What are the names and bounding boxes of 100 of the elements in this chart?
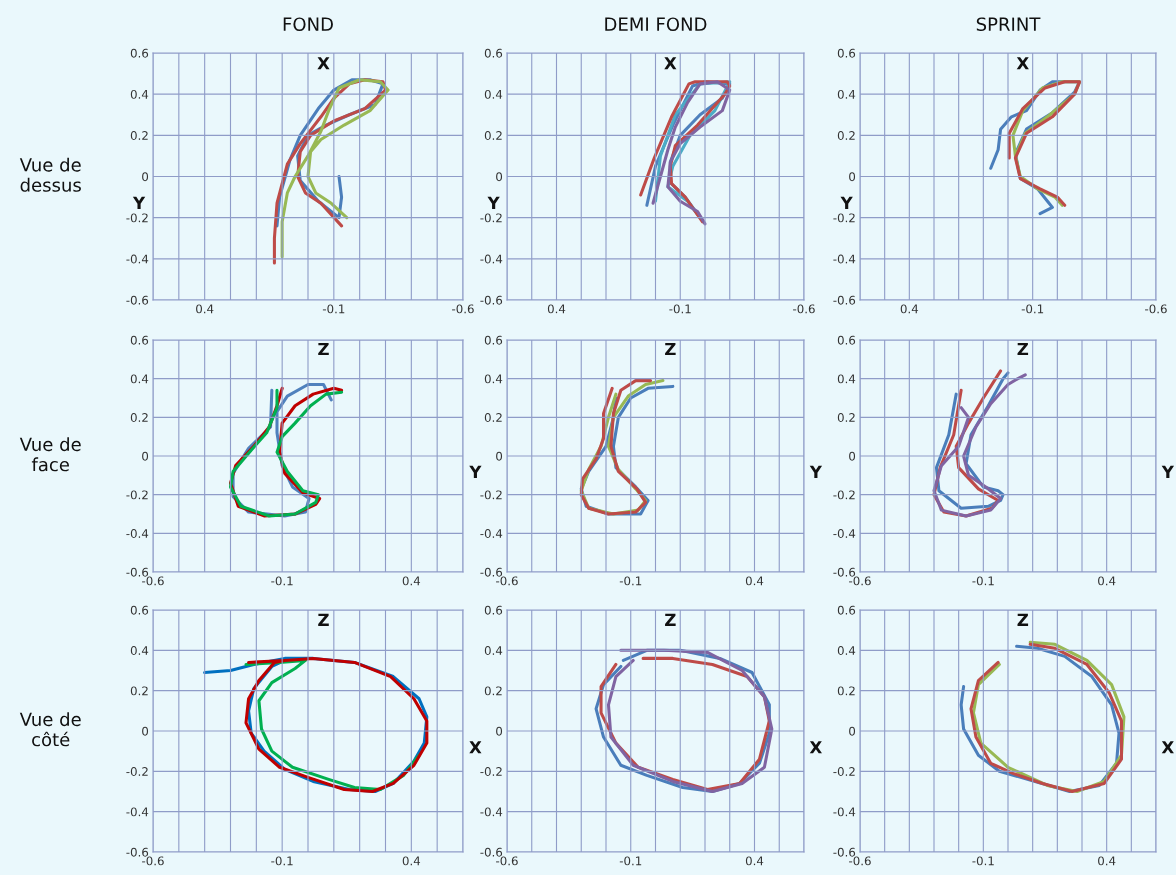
y-tick-label: 0.4 <box>130 89 149 99</box>
x-tick-label: -0.1 <box>669 304 691 314</box>
y-tick-label: 0 <box>849 172 856 182</box>
y-tick-label: 0 <box>849 451 856 461</box>
y-tick-label: -0.6 <box>126 295 149 305</box>
y-tick-label: 0.2 <box>130 413 148 422</box>
y-tick-label: 0.4 <box>484 646 503 655</box>
y-tick-label: 0.6 <box>484 605 503 615</box>
y-tick-label: -0.4 <box>480 807 503 817</box>
y-axis-title: X <box>317 57 330 70</box>
y-axis-title: Z <box>665 613 676 626</box>
x-axis-title: Y <box>132 196 146 209</box>
y-axis-title: Z <box>318 342 329 356</box>
x-tick-label: -0.1 <box>619 576 642 586</box>
y-axis-title: Z <box>1017 342 1029 356</box>
x-axis-title: X <box>1161 741 1174 754</box>
y-tick-label: -0.6 <box>480 567 503 577</box>
x-tick-label: -0.1 <box>619 856 642 866</box>
x-tick-label: -0.1 <box>322 304 345 314</box>
y-tick-label: 0.6 <box>130 48 149 58</box>
x-tick-label: 0.4 <box>1098 576 1116 586</box>
x-tick-label: 0.4 <box>196 304 214 314</box>
y-tick-label: 0.4 <box>484 89 503 99</box>
y-tick-label: -0.4 <box>126 807 149 817</box>
x-tick-label: -0.1 <box>972 576 994 586</box>
y-tick-label: -0.2 <box>480 767 502 776</box>
x-tick-label: 0.4 <box>402 856 421 866</box>
y-tick-label: 0.2 <box>130 686 148 696</box>
y-tick-label: -0.6 <box>480 847 503 857</box>
y-axis-title: Z <box>665 342 676 356</box>
y-tick-label: -0.4 <box>833 529 856 538</box>
y-tick-label: -0.6 <box>126 567 149 577</box>
y-tick-label: 0.6 <box>130 335 149 345</box>
y-tick-label: 0 <box>849 726 856 736</box>
y-tick-label: -0.2 <box>833 213 855 223</box>
y-tick-label: -0.2 <box>833 767 855 776</box>
y-tick-label: 0.2 <box>837 686 855 696</box>
x-axis-title: X <box>469 741 482 754</box>
y-tick-label: -0.2 <box>480 490 502 500</box>
y-tick-label: 0.6 <box>837 605 856 615</box>
y-tick-label: 0.2 <box>484 686 502 696</box>
x-tick-label: -0.6 <box>1145 304 1167 314</box>
y-tick-label: -0.4 <box>480 254 503 264</box>
y-tick-label: -0.2 <box>126 490 148 500</box>
x-tick-label: -0.1 <box>271 576 293 586</box>
y-axis-title: X <box>664 57 677 70</box>
x-tick-label: -0.6 <box>793 304 815 314</box>
x-axis-title: Y <box>469 465 482 478</box>
y-tick-label: -0.2 <box>126 213 148 223</box>
chart-title: DEMI FOND <box>605 17 707 32</box>
text: Vue de côté <box>19 712 81 747</box>
y-tick-label: 0 <box>142 451 149 461</box>
x-tick-label: -0.1 <box>1021 304 1044 314</box>
y-tick-label: -0.4 <box>480 529 503 538</box>
y-tick-label: -0.6 <box>480 295 503 305</box>
y-tick-label: 0.4 <box>130 646 149 655</box>
y-tick-label: -0.6 <box>833 847 856 857</box>
y-tick-label: 0.4 <box>484 374 503 384</box>
y-tick-label: -0.4 <box>833 807 856 817</box>
y-tick-label: 0.6 <box>484 48 503 58</box>
y-tick-label: -0.4 <box>833 254 856 264</box>
y-tick-label: 0.6 <box>837 48 856 58</box>
x-axis-title: X <box>809 741 822 754</box>
y-tick-label: 0.6 <box>484 335 503 345</box>
x-tick-label: -0.1 <box>972 856 994 866</box>
y-tick-label: 0.4 <box>837 89 856 99</box>
x-tick-label: 0.4 <box>402 576 421 586</box>
y-tick-label: -0.2 <box>833 490 855 500</box>
y-tick-label: 0.2 <box>837 413 855 422</box>
x-axis-title: Y <box>840 196 853 209</box>
y-tick-label: 0 <box>496 172 503 182</box>
x-tick-label: -0.1 <box>271 856 293 866</box>
y-tick-label: 0.2 <box>484 131 502 140</box>
x-tick-label: 0.4 <box>745 856 764 866</box>
text: Vue de face <box>19 437 81 472</box>
y-tick-label: 0.4 <box>837 646 856 655</box>
x-axis-title: Y <box>487 196 500 209</box>
y-tick-label: -0.4 <box>126 529 149 538</box>
y-axis-title: Z <box>318 613 329 626</box>
y-tick-label: 0 <box>496 726 503 736</box>
x-tick-label: 0.4 <box>900 304 919 314</box>
y-tick-label: -0.6 <box>126 847 149 857</box>
y-tick-label: 0.2 <box>130 131 148 140</box>
y-tick-label: 0.4 <box>130 374 149 384</box>
y-tick-label: 0.6 <box>837 335 856 345</box>
x-axis-title: Y <box>1161 465 1175 478</box>
y-tick-label: -0.6 <box>833 567 856 577</box>
x-tick-label: 0.4 <box>1098 856 1116 866</box>
y-tick-label: 0.2 <box>484 413 502 422</box>
y-axis-title: X <box>1016 57 1029 70</box>
x-tick-label: 0.4 <box>547 304 566 314</box>
y-tick-label: 0 <box>496 451 503 461</box>
x-axis-title: Y <box>809 465 823 478</box>
chart-title: FOND <box>283 17 333 32</box>
y-tick-label: 0.4 <box>837 374 856 384</box>
text: Vue de dessus <box>19 157 81 192</box>
y-axis-title: Z <box>1017 613 1029 626</box>
y-tick-label: 0 <box>142 172 149 182</box>
y-tick-label: 0.2 <box>837 131 855 140</box>
y-tick-label: 0 <box>142 726 149 736</box>
